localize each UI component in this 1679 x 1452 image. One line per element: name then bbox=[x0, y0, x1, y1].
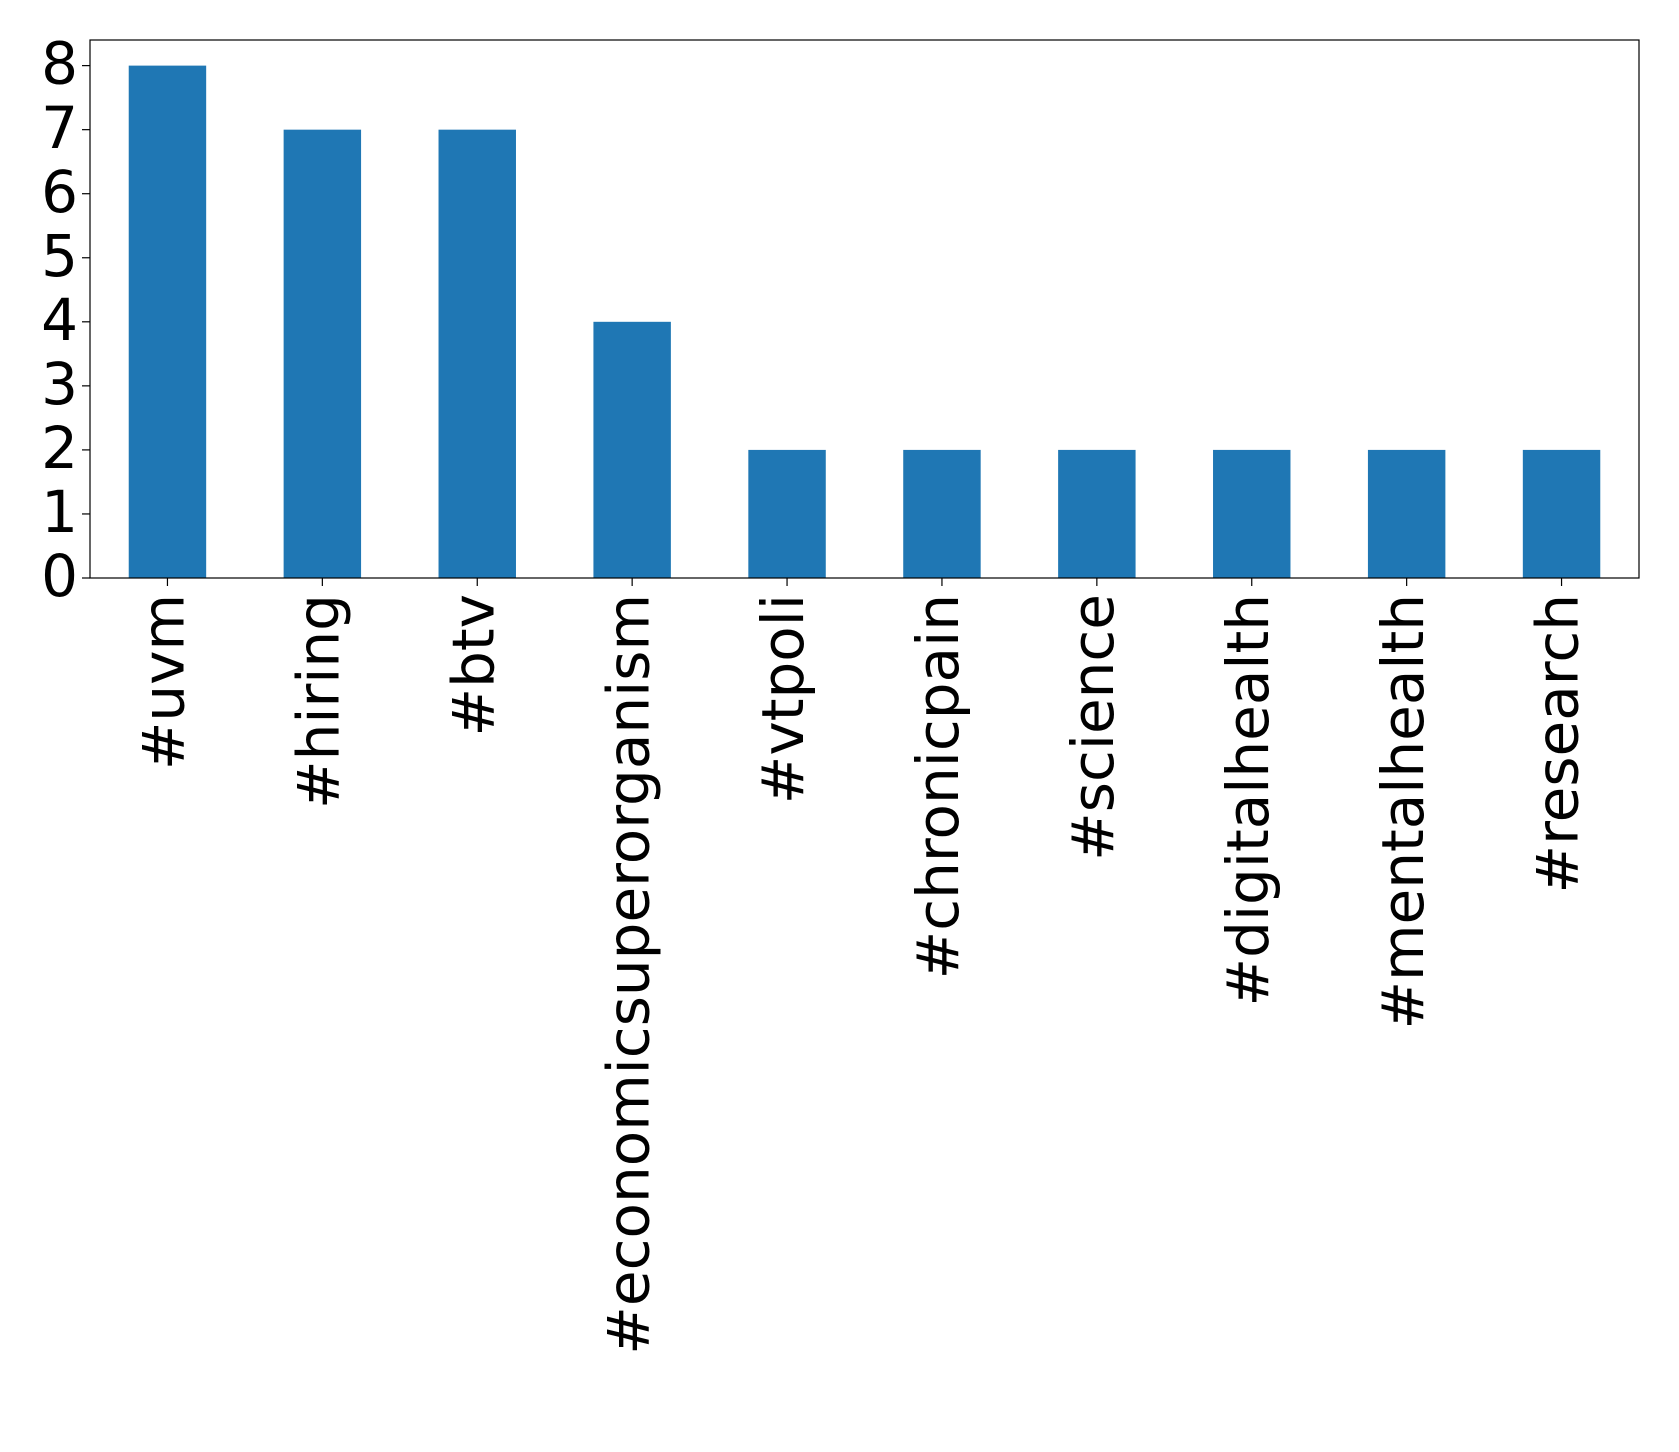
y-tick-label: 8 bbox=[41, 30, 78, 98]
y-tick-label: 5 bbox=[41, 222, 78, 290]
y-tick-label: 2 bbox=[41, 414, 78, 482]
x-tick-label: #hiring bbox=[284, 594, 352, 809]
y-tick-label: 7 bbox=[41, 94, 78, 162]
y-tick-label: 3 bbox=[41, 350, 78, 418]
y-tick-label: 0 bbox=[41, 542, 78, 610]
bar bbox=[128, 65, 207, 579]
x-tick-label: #mentalhealth bbox=[1369, 594, 1437, 1030]
x-tick-label: #research bbox=[1524, 594, 1592, 894]
bar bbox=[903, 449, 981, 578]
bar bbox=[1058, 449, 1136, 578]
plot-frame bbox=[89, 39, 1640, 579]
x-tick-label: #vtpoli bbox=[749, 594, 817, 804]
y-tick-label: 1 bbox=[41, 478, 78, 546]
x-tick-label: #btv bbox=[439, 594, 507, 736]
y-tick-label: 6 bbox=[41, 158, 78, 226]
x-tick-label: #uvm bbox=[130, 594, 198, 770]
bar bbox=[748, 449, 826, 578]
x-tick-label: #economicsuperorganism bbox=[594, 594, 662, 1355]
x-tick-label: #chronicpain bbox=[904, 594, 972, 979]
x-tick-label: #science bbox=[1059, 594, 1127, 861]
bar bbox=[1213, 449, 1291, 578]
bar bbox=[593, 321, 671, 578]
bar bbox=[1522, 449, 1601, 578]
bar bbox=[283, 129, 362, 578]
bar bbox=[1367, 449, 1446, 578]
y-tick-label: 4 bbox=[41, 286, 78, 354]
bar bbox=[438, 129, 516, 578]
x-tick-label: #digitalhealth bbox=[1214, 594, 1282, 1006]
